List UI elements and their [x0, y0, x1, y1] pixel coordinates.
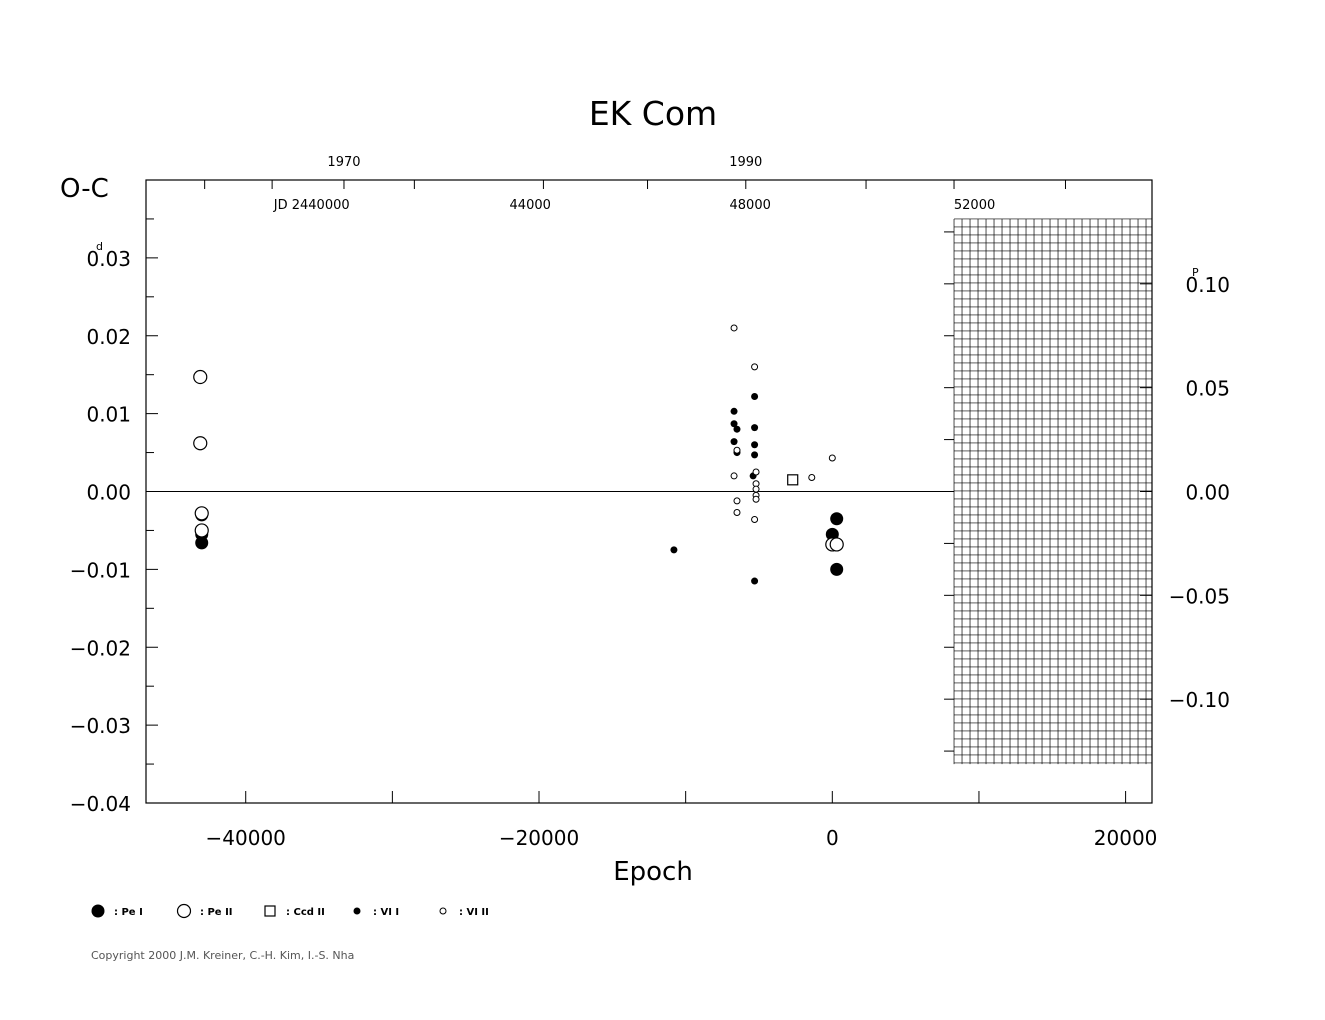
y-tick-label: −0.02	[70, 636, 131, 660]
jd-tick-label: 52000	[954, 198, 995, 213]
data-point-series-5	[751, 516, 759, 524]
data-point-series-5	[828, 454, 836, 462]
data-point-series-5	[752, 468, 760, 476]
year-tick-label: 1970	[327, 155, 360, 170]
data-point-series-4	[751, 441, 759, 449]
data-point-series-1	[830, 512, 844, 526]
jd-tick-label: JD 2440000	[273, 198, 350, 213]
data-point-series-4	[751, 424, 759, 432]
right-tick-label: 0.00	[1185, 481, 1230, 505]
right-tick-label: 0.10	[1185, 273, 1230, 297]
data-point-series-5	[752, 485, 760, 493]
data-point-series-4	[670, 546, 678, 554]
data-point-series-5	[751, 363, 759, 371]
year-tick-label: 1990	[729, 155, 762, 170]
data-point-series-4	[751, 451, 759, 459]
data-point-series-5	[733, 497, 741, 505]
x-tick-label: 20000	[1094, 826, 1158, 850]
data-point-series-4	[751, 392, 759, 400]
right-tick-label: −0.10	[1169, 688, 1230, 712]
y-tick-label: 0.01	[86, 403, 131, 427]
right-tick-label: 0.05	[1185, 377, 1230, 401]
data-point-series-2	[829, 537, 844, 552]
y-tick-label: 0.02	[86, 325, 131, 349]
data-points	[193, 324, 844, 585]
data-point-series-2	[194, 506, 209, 521]
data-point-series-4	[733, 425, 741, 433]
y-tick-label: −0.03	[70, 714, 131, 738]
x-tick-label: 0	[826, 826, 839, 850]
legend: : Pe I : Pe II : Ccd II : VI I : VI II	[91, 903, 489, 919]
data-point-series-1	[195, 536, 209, 550]
jd-tick-label: 44000	[510, 198, 551, 213]
data-point-series-1	[830, 562, 844, 576]
y-tick-label: −0.04	[70, 792, 131, 816]
legend-marker-3	[264, 905, 276, 917]
data-point-series-4	[730, 438, 738, 446]
right-unit-superscript: P	[1192, 266, 1199, 279]
legend-label-1: : Pe I	[114, 907, 143, 918]
data-point-series-5	[730, 324, 738, 332]
y-unit-superscript: d	[96, 240, 103, 253]
legend-label-3: : Ccd II	[286, 907, 325, 918]
y-tick-label: 0.03	[86, 247, 131, 271]
axes: 0.03 0.02 0.01 0.00 −0.01 −0.02 −0.03 −0.04 d 0.1…	[70, 155, 1230, 850]
data-point-series-3	[787, 474, 799, 486]
data-point-series-4	[730, 420, 738, 428]
grid-region	[953, 218, 1152, 765]
y-tick-label: 0.00	[86, 481, 131, 505]
chart-title: EK Com	[589, 94, 717, 133]
y-tick-label: −0.01	[70, 558, 131, 582]
legend-label-4: : VI I	[373, 907, 399, 918]
legend-marker-4	[353, 907, 361, 915]
data-point-series-5	[808, 473, 816, 481]
data-point-series-2	[193, 369, 208, 385]
data-point-series-4	[730, 407, 738, 415]
x-tick-label: −20000	[499, 826, 579, 850]
x-tick-label: −40000	[206, 826, 286, 850]
data-point-series-5	[733, 446, 741, 454]
x-axis-label: Epoch	[613, 857, 693, 887]
data-point-series-2	[194, 523, 209, 538]
data-point-series-5	[730, 472, 738, 480]
y-axis-label: O-C	[60, 174, 109, 204]
legend-label-2: : Pe II	[200, 907, 233, 918]
legend-marker-5	[439, 907, 447, 915]
data-point-series-2	[193, 436, 208, 451]
copyright-note: Copyright 2000 J.M. Kreiner, C.-H. Kim, …	[91, 949, 355, 962]
legend-marker-1	[91, 904, 105, 918]
data-point-series-4	[751, 577, 759, 585]
right-tick-label: −0.05	[1169, 584, 1230, 608]
data-point-series-5	[752, 495, 760, 503]
data-point-series-5	[733, 509, 741, 517]
jd-tick-label: 48000	[730, 198, 771, 213]
legend-marker-2	[176, 903, 192, 919]
legend-label-5: : VI II	[459, 907, 489, 918]
